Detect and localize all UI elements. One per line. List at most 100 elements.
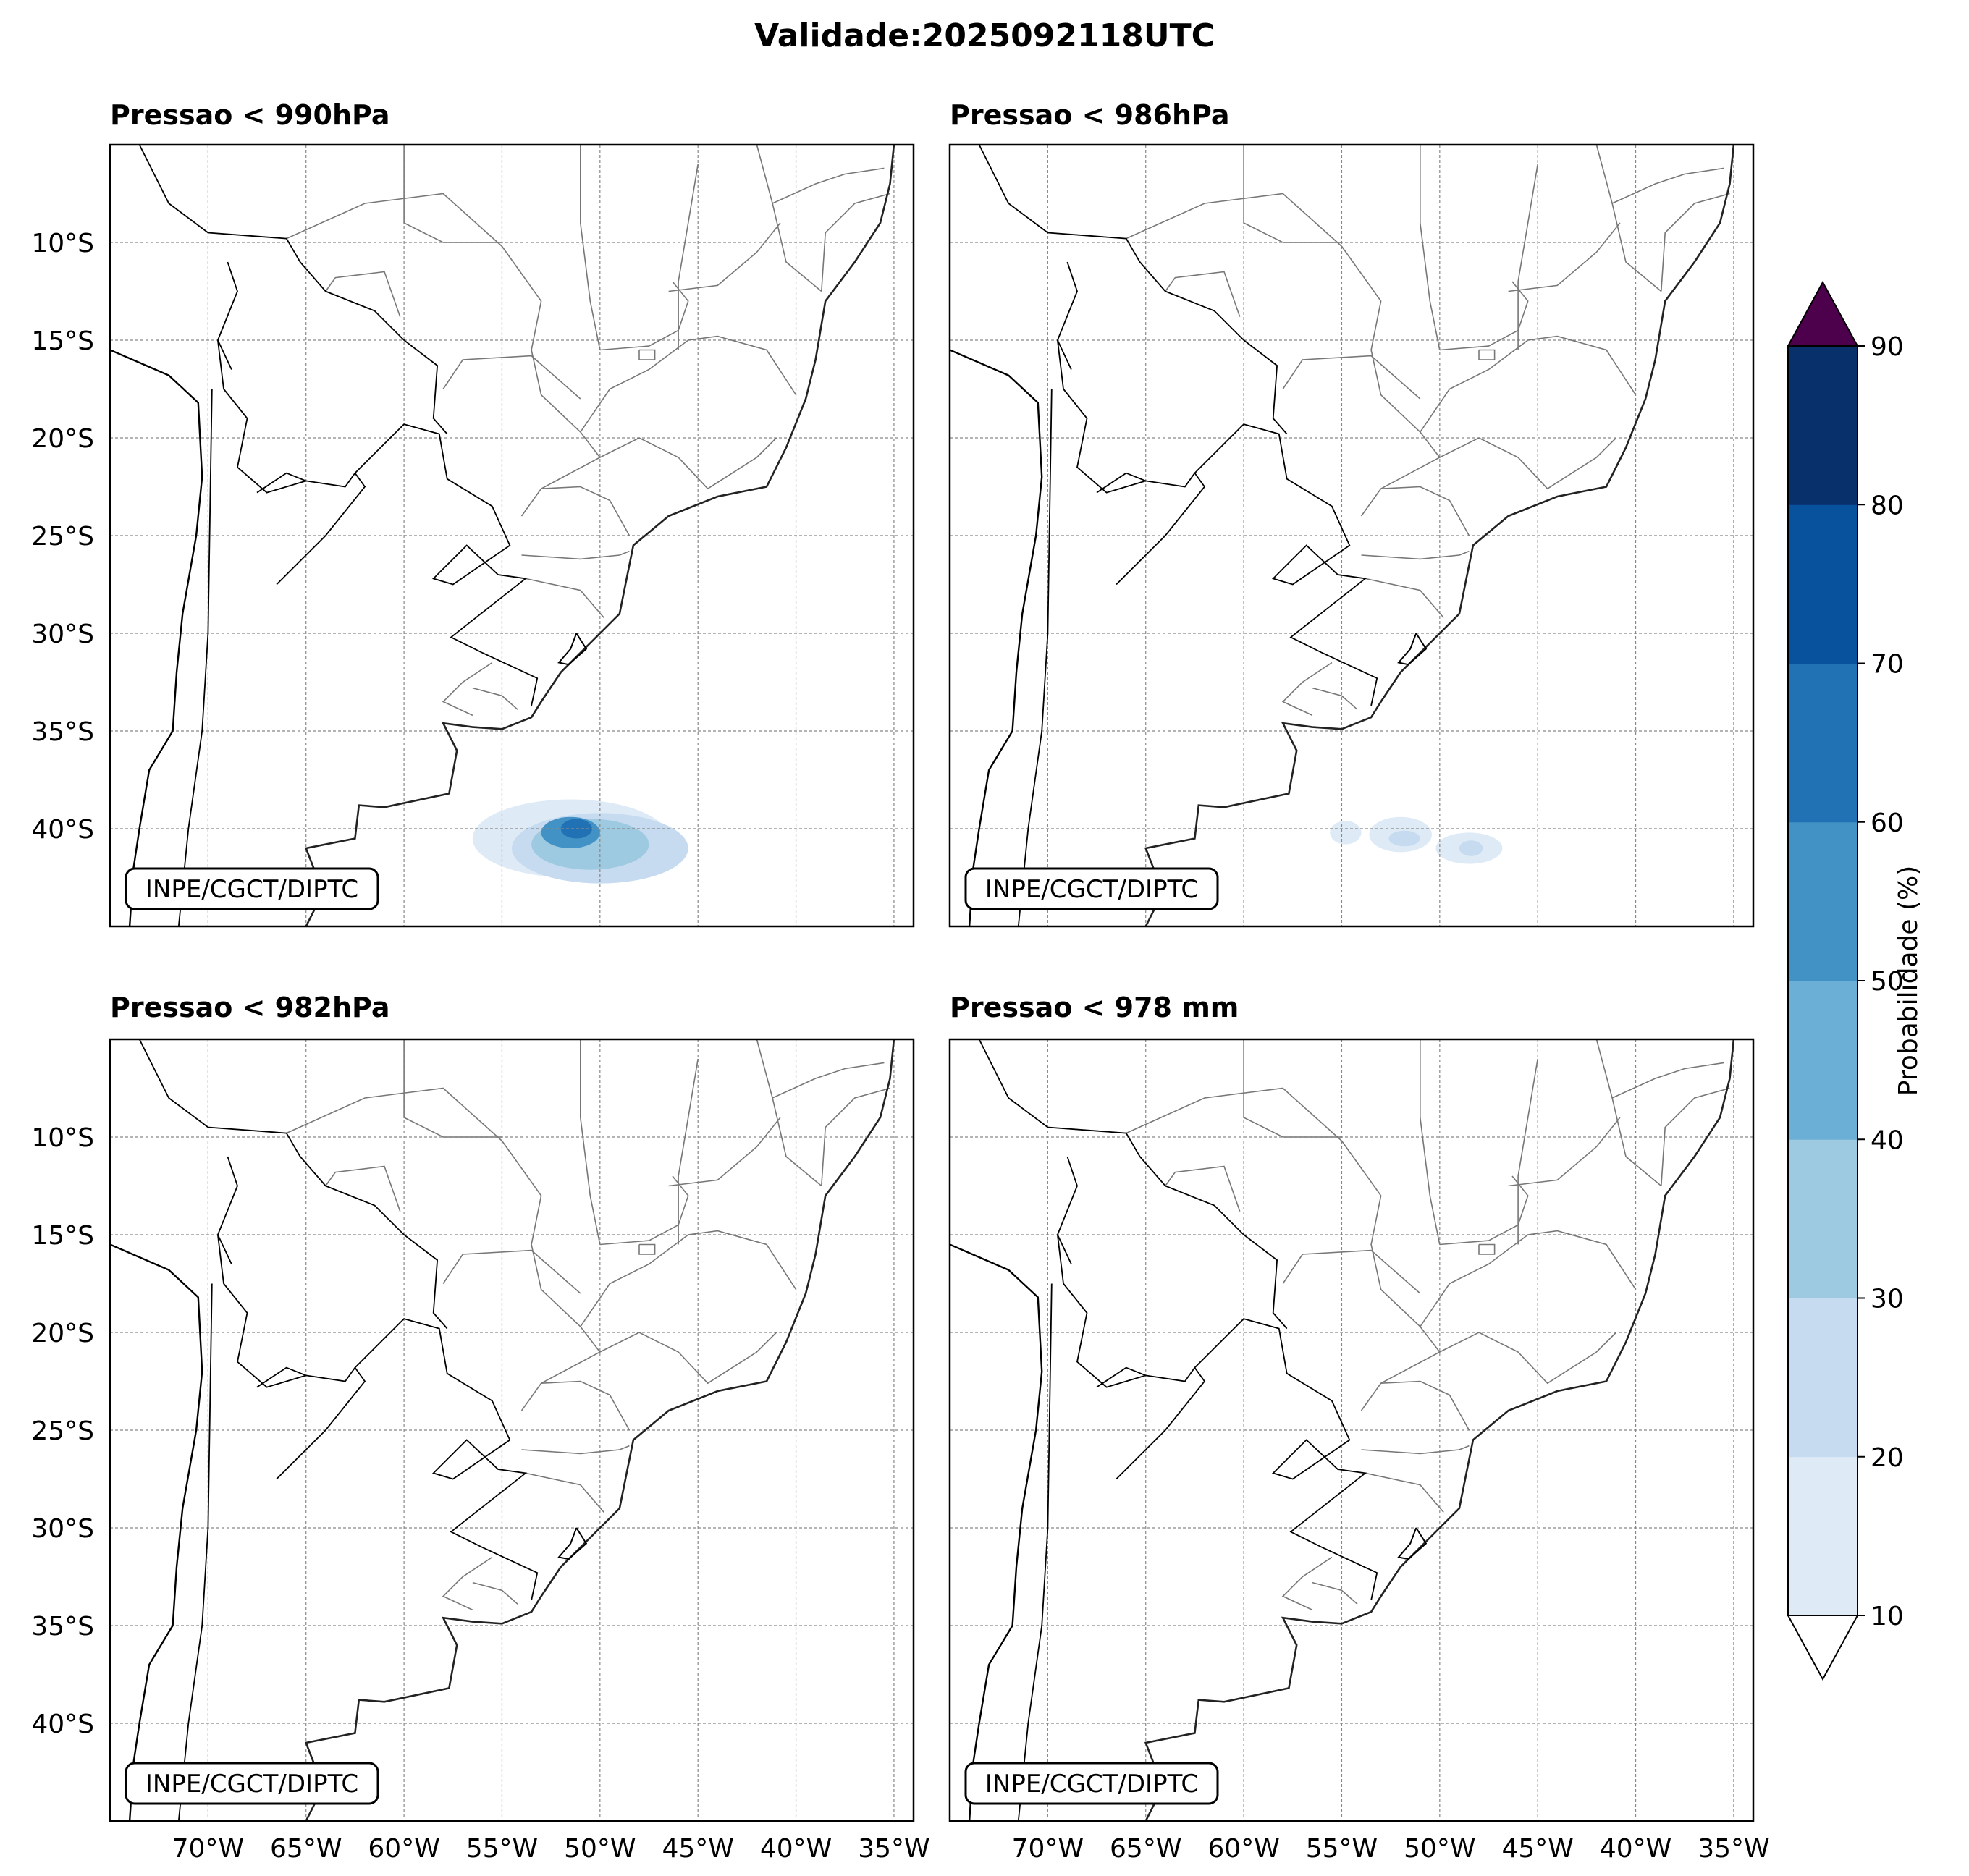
coastline-pacific	[950, 349, 1043, 926]
y-tick-label: 35°S	[31, 717, 94, 747]
country-border	[1057, 339, 1072, 370]
state-border	[599, 437, 777, 490]
x-tick-label: 70°W	[1012, 1834, 1084, 1864]
country-border	[217, 339, 232, 370]
state-border	[1341, 245, 1441, 517]
x-tick-label: 40°W	[760, 1834, 832, 1864]
x-tick-label: 50°W	[1404, 1834, 1475, 1864]
state-border	[1508, 222, 1621, 292]
country-border	[1017, 389, 1053, 926]
y-tick-label: 15°S	[31, 1221, 94, 1251]
country-border	[1017, 1283, 1053, 1821]
state-border	[325, 1165, 401, 1212]
panel-title-990: Pressao < 990hPa	[110, 99, 390, 131]
panel-title-978: Pressao < 978 mm	[950, 992, 1239, 1023]
state-border	[442, 1556, 493, 1611]
state-border	[403, 145, 502, 243]
x-tick-label: 60°W	[1207, 1834, 1279, 1864]
state-border	[599, 281, 689, 351]
country-border	[138, 145, 448, 435]
state-border	[678, 164, 699, 350]
state-border	[525, 1472, 604, 1513]
x-tick-label: 55°W	[466, 1834, 538, 1864]
y-tick-label: 10°S	[31, 229, 94, 258]
state-border	[286, 1087, 503, 1141]
panel-title-986: Pressao < 986hPa	[950, 99, 1230, 131]
state-border	[1380, 1380, 1470, 1431]
map-frame	[109, 1038, 915, 1822]
state-border	[521, 550, 630, 560]
state-border	[1478, 349, 1496, 360]
state-border	[599, 1332, 777, 1385]
country-border	[138, 1039, 448, 1330]
y-tick-label: 25°S	[31, 522, 94, 552]
state-border	[1243, 1039, 1342, 1138]
country-border	[216, 1156, 539, 1601]
colorbar-bin	[1788, 346, 1858, 505]
state-border	[1611, 1062, 1724, 1099]
state-border	[286, 193, 503, 247]
coastline-pacific	[110, 1243, 203, 1821]
state-border	[638, 1243, 656, 1255]
x-tick-label: 50°W	[564, 1834, 636, 1864]
y-tick-label: 30°S	[31, 1514, 94, 1544]
state-border	[1126, 1087, 1343, 1141]
state-border	[1439, 281, 1529, 351]
credit-box: INPE/CGCT/DIPTC	[964, 867, 1219, 910]
colorbar-tick-label: 10	[1871, 1602, 1904, 1631]
colorbar-label: Probabilidade (%)	[1894, 866, 1923, 1097]
state-border	[442, 662, 493, 717]
state-border	[1420, 1230, 1637, 1327]
state-border	[1419, 1039, 1441, 1245]
state-border	[1312, 1581, 1358, 1605]
state-border	[580, 1230, 797, 1327]
colorbar-tick-label: 80	[1871, 491, 1904, 520]
colorbar-tick-label: 40	[1871, 1125, 1904, 1155]
x-tick-label: 35°W	[1698, 1834, 1769, 1864]
country-border	[217, 1234, 232, 1264]
y-tick-label: 25°S	[31, 1416, 94, 1446]
figure-title: Validade:2025092118UTC	[754, 17, 1215, 54]
state-border	[1478, 1243, 1496, 1255]
y-tick-label: 40°S	[31, 815, 94, 845]
country-border	[276, 1367, 366, 1480]
state-border	[1126, 193, 1343, 247]
colorbar-over-triangle	[1787, 280, 1859, 347]
country-border	[978, 145, 1288, 435]
map-frame	[948, 143, 1755, 928]
state-border	[1282, 1249, 1421, 1294]
state-border	[442, 355, 581, 400]
x-tick-label: 45°W	[662, 1834, 733, 1864]
x-tick-label: 55°W	[1306, 1834, 1378, 1864]
state-border	[599, 1175, 689, 1246]
colorbar-tick-label: 20	[1871, 1443, 1904, 1473]
state-border	[1661, 1087, 1730, 1186]
credit-box: INPE/CGCT/DIPTC	[964, 1762, 1219, 1805]
credit-text: INPE/CGCT/DIPTC	[146, 1770, 358, 1799]
state-border	[1281, 1556, 1333, 1611]
y-tick-label: 30°S	[31, 620, 94, 649]
y-tick-label: 40°S	[31, 1710, 94, 1739]
state-border	[472, 1581, 518, 1605]
map-panels: INPE/CGCT/DIPTC 10°S 15°S 20°S 25°S 30°S 35°S 4…	[31, 143, 1770, 1864]
country-border	[1116, 473, 1206, 586]
credit-box: INPE/CGCT/DIPTC	[125, 867, 379, 910]
country-border	[978, 1039, 1288, 1330]
state-border	[1361, 550, 1470, 560]
x-tick-label: 45°W	[1501, 1834, 1573, 1864]
state-border	[521, 1445, 630, 1455]
state-border	[1419, 145, 1441, 350]
colorbar-bin	[1788, 1456, 1858, 1616]
state-border	[1595, 145, 1662, 292]
x-tick-label: 70°W	[172, 1834, 244, 1864]
state-border	[1595, 1039, 1662, 1187]
colorbar-bin	[1788, 504, 1858, 664]
state-border	[1508, 1117, 1621, 1187]
x-tick-label: 35°W	[858, 1834, 929, 1864]
colorbar-tick-label: 70	[1871, 650, 1904, 680]
state-border	[668, 1117, 781, 1187]
state-border	[1165, 1165, 1241, 1212]
state-border	[1439, 437, 1617, 490]
state-border	[1661, 193, 1730, 292]
